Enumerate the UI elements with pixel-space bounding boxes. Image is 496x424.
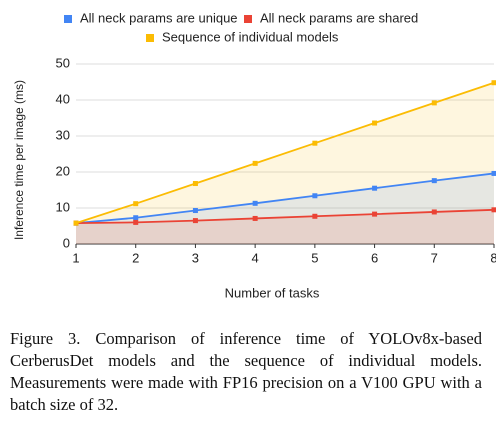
area-fill	[76, 82, 494, 244]
point	[372, 120, 378, 126]
x-tick-label: 8	[490, 250, 496, 265]
x-tick-label: 2	[132, 250, 139, 265]
x-tick-label: 7	[431, 250, 438, 265]
legend-swatch	[146, 34, 154, 42]
point	[372, 211, 378, 217]
point	[133, 219, 139, 225]
point	[73, 220, 79, 226]
x-tick-label: 1	[72, 250, 79, 265]
point	[133, 215, 139, 221]
x-tick-label: 6	[371, 250, 378, 265]
legend-label: All neck params are unique	[80, 10, 238, 25]
series-line	[75, 208, 495, 225]
point	[192, 181, 198, 187]
point	[252, 215, 258, 221]
x-tick-label: 4	[252, 250, 259, 265]
point	[491, 207, 496, 213]
point	[312, 213, 318, 219]
x-tick-label: 3	[192, 250, 199, 265]
series-line	[75, 172, 495, 225]
point	[312, 140, 318, 146]
y-tick-label: 50	[56, 55, 70, 70]
chart: Number of tasks Inference time per image…	[12, 10, 496, 300]
area-fill	[76, 173, 494, 244]
x-tick-label: 5	[311, 250, 318, 265]
point	[491, 80, 496, 86]
legend-swatch	[64, 15, 72, 23]
point	[312, 193, 318, 199]
y-tick-label: 10	[56, 199, 70, 214]
series-line	[75, 81, 495, 224]
point	[431, 209, 437, 215]
point	[192, 218, 198, 224]
legend-swatch	[244, 15, 252, 23]
area-fill	[76, 209, 494, 244]
y-tick-label: 0	[63, 235, 70, 250]
legend-label: All neck params are shared	[260, 10, 418, 25]
point	[431, 100, 437, 106]
point	[252, 160, 258, 166]
legend-label: Sequence of individual models	[162, 29, 339, 44]
y-tick-label: 40	[56, 91, 70, 106]
point	[133, 201, 139, 207]
y-tick-label: 30	[56, 127, 70, 142]
y-axis-label: Inference time per image (ms)	[12, 80, 26, 240]
point	[431, 178, 437, 184]
point	[491, 170, 496, 176]
caption: Figure 3. Comparison of inference time o…	[10, 329, 482, 414]
x-axis-label: Number of tasks	[225, 285, 320, 300]
point	[372, 185, 378, 191]
point	[192, 208, 198, 214]
point	[252, 200, 258, 206]
y-tick-label: 20	[56, 163, 70, 178]
